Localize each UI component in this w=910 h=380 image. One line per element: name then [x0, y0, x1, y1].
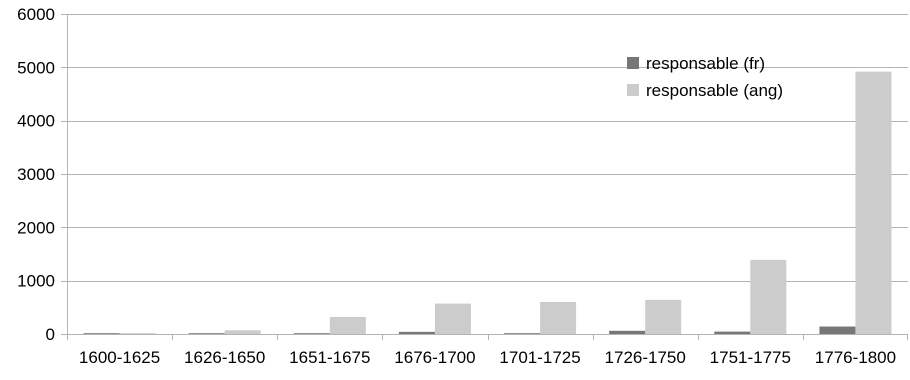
x-tick-label: 1676-1700: [394, 348, 475, 367]
y-tick-label: 4000: [17, 112, 55, 131]
legend-label-fr: responsable (fr): [646, 54, 765, 73]
y-tick-label: 0: [46, 325, 55, 344]
y-tick-label: 1000: [17, 272, 55, 291]
gridlines: [67, 14, 908, 282]
bar-ang-1651-1675: [329, 316, 366, 334]
legend-label-ang: responsable (ang): [646, 81, 783, 100]
legend: responsable (fr) responsable (ang): [627, 54, 783, 100]
bar-fr-1751-1775: [714, 331, 751, 334]
bar-fr-1600-1625: [83, 333, 120, 334]
bar-ang-1676-1700: [434, 303, 471, 334]
legend-swatch-fr: [627, 57, 639, 69]
x-tick-label: 1651-1675: [289, 348, 370, 367]
bars: [83, 71, 892, 334]
bar-ang-1751-1775: [750, 259, 787, 334]
bar-ang-1776-1800: [855, 71, 892, 334]
y-tick-label: 3000: [17, 165, 55, 184]
y-tick-label: 6000: [17, 5, 55, 24]
x-tick-label: 1726-1750: [605, 348, 686, 367]
bar-fr-1776-1800: [819, 326, 856, 334]
x-tick-label: 1701-1725: [499, 348, 580, 367]
bar-ang-1726-1750: [645, 299, 682, 334]
y-tick-label: 2000: [17, 218, 55, 237]
bar-fr-1676-1700: [398, 331, 435, 334]
x-tick-label: 1776-1800: [815, 348, 896, 367]
bar-fr-1701-1725: [504, 333, 541, 334]
y-tick-labels: 0 1000 2000 3000 4000 5000 6000: [17, 5, 55, 344]
x-tick-label: 1751-1775: [710, 348, 791, 367]
bar-ang-1600-1625: [119, 333, 156, 334]
bar-fr-1726-1750: [609, 330, 646, 334]
legend-swatch-ang: [627, 84, 639, 96]
bar-ang-1626-1650: [224, 330, 261, 334]
axes: [61, 14, 908, 340]
bar-ang-1701-1725: [540, 302, 577, 334]
bar-fr-1626-1650: [188, 333, 225, 334]
x-tick-label: 1600-1625: [79, 348, 160, 367]
x-tick-labels: 1600-1625 1626-1650 1651-1675 1676-1700 1701…: [79, 348, 896, 367]
x-tick-label: 1626-1650: [184, 348, 265, 367]
bar-fr-1651-1675: [293, 333, 330, 334]
y-tick-label: 5000: [17, 58, 55, 77]
